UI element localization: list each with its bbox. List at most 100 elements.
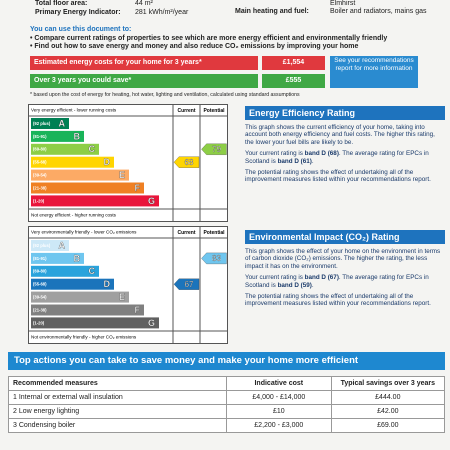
band-letter: G [148, 318, 155, 328]
paragraph: This graph shows the effect of your home… [245, 248, 445, 270]
band-bar [31, 291, 129, 303]
text: This graph shows the current efficiency … [245, 124, 435, 146]
field-label: Primary Energy Indicator: [35, 9, 121, 16]
bottom-label: Not energy efficient - higher running co… [31, 213, 117, 218]
band-letter: D [104, 279, 111, 289]
column-label: Current [177, 230, 195, 236]
table-row: 1 Internal or external wall insulation £4… [8, 390, 446, 405]
band-range: (55-68) [33, 160, 47, 165]
actions-table: Recommended measures Indicative cost Typic… [8, 376, 446, 433]
band-range: (69-80) [33, 147, 47, 152]
column-header: Typical savings over 3 years [330, 376, 446, 391]
band-letter: E [119, 170, 125, 180]
band-range: (1-20) [33, 320, 45, 325]
table-cell: £444.00 [330, 390, 446, 405]
band-bar [31, 130, 84, 142]
cost-label: Over 3 years you could save* [30, 74, 258, 88]
paragraph: This graph shows the current efficiency … [245, 124, 445, 146]
rating-arrow [173, 278, 200, 290]
rating-arrow [201, 143, 227, 155]
table-cell: 2 Low energy lighting [8, 404, 227, 419]
text: Your current rating is [245, 274, 305, 282]
column-header: Indicative cost [226, 376, 332, 391]
rating-chart: Very environmentally friendly - lower CO… [28, 226, 228, 344]
emphasis: band D (68) [304, 150, 339, 158]
table-cell: £10 [226, 404, 332, 419]
field-value: 44 m² [135, 0, 153, 7]
rating-value: 79 [212, 145, 221, 154]
text: The potential rating shows the effect of… [245, 169, 431, 184]
text: Your current rating is [245, 150, 305, 158]
table-row: 2 Low energy lighting £10 £42.00 [8, 404, 446, 419]
band-letter: A [59, 118, 66, 128]
band-range: (39-54) [33, 173, 47, 178]
band-range: (21-38) [33, 307, 47, 312]
text: . [311, 157, 314, 165]
band-letter: E [119, 292, 125, 302]
band-bar [31, 278, 114, 290]
band-letter: G [148, 196, 155, 206]
band-bar [31, 169, 129, 181]
text: . The average rating for EPCs in Scotlan… [245, 274, 429, 289]
table-cell: £42.00 [330, 404, 446, 419]
table-cell: 1 Internal or external wall insulation [8, 390, 227, 405]
top-label: Very energy efficient - lower running co… [31, 108, 117, 113]
band-bar [31, 317, 159, 329]
band-letter: A [59, 240, 66, 250]
rating-arrow [201, 252, 227, 265]
band-range: (55-68) [33, 282, 47, 287]
text: . [311, 281, 314, 289]
bullet: • Compare current ratings of properties … [30, 35, 388, 42]
paragraph: Your current rating is band D (67). The … [245, 274, 445, 289]
column-label: Potential [203, 230, 225, 236]
band-bar [31, 240, 69, 251]
text: This graph shows the effect of your home… [245, 248, 441, 270]
band-letter: B [74, 253, 81, 263]
org: Elmhirst [330, 0, 356, 7]
emphasis: band D (59) [277, 281, 312, 289]
rating-value: 67 [185, 280, 194, 289]
band-bar [31, 143, 99, 155]
band-bar [31, 265, 99, 277]
rating-text: This graph shows the current efficiency … [245, 124, 445, 188]
band-range: (69-80) [33, 269, 47, 274]
band-bar [31, 182, 144, 194]
rating-title: Environmental Impact (CO₂) Rating [245, 230, 445, 244]
text: . The average rating for EPCs in Scotlan… [245, 150, 429, 165]
rating-value: 83 [212, 254, 221, 263]
band-letter: C [89, 144, 96, 154]
paragraph: The potential rating shows the effect of… [245, 169, 445, 184]
header-row: Recommended measures Indicative cost Typic… [8, 376, 446, 391]
band-letter: B [74, 131, 81, 141]
emphasis: band D (61) [277, 157, 312, 165]
rating-chart: Very energy efficient - lower running co… [28, 104, 228, 222]
cost-label: Estimated energy costs for your home for… [30, 56, 258, 70]
band-bar [31, 304, 144, 316]
field-value: Boiler and radiators, mains gas [330, 8, 427, 15]
bullet-text: Find out how to save energy and money an… [34, 43, 359, 50]
text: The potential rating shows the effect of… [245, 293, 431, 308]
table-cell: £4,000 - £14,000 [226, 390, 332, 405]
field-value: 281 kWh/m²/year [135, 9, 189, 16]
intro-heading: You can use this document to: [30, 26, 132, 33]
band-range: (81-91) [33, 134, 47, 139]
column-label: Current [177, 108, 195, 114]
band-bar [31, 195, 159, 207]
band-letter: C [89, 266, 96, 276]
band-bar [31, 252, 84, 264]
top-label: Very environmentally friendly - lower CO… [31, 230, 137, 235]
rating-title: Energy Efficiency Rating [245, 106, 445, 120]
cost-value: £1,554 [262, 56, 325, 70]
band-letter: D [104, 157, 111, 167]
report-note: See your recommendations report for more… [330, 56, 418, 88]
paragraph: Your current rating is band D (68). The … [245, 150, 445, 165]
table-cell: £2,200 - £3,000 [226, 418, 332, 433]
band-range: (81-91) [33, 256, 47, 261]
actions-title: Top actions you can take to save money a… [8, 352, 445, 370]
band-letter: F [135, 305, 141, 315]
field-label: Main heating and fuel: [235, 8, 309, 15]
field-label: Total floor area: [35, 0, 88, 7]
table-row: 3 Condensing boiler £2,200 - £3,000 £69.00 [8, 418, 446, 433]
band-range: (92 plus) [33, 243, 51, 248]
